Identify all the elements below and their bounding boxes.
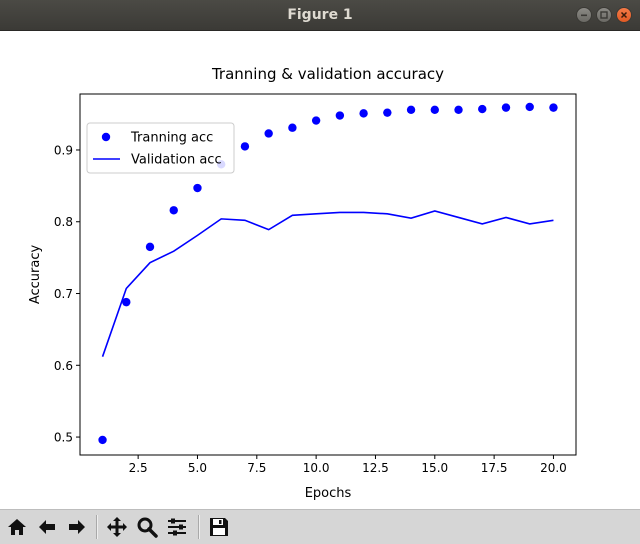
chart-title: Tranning & validation accuracy [211, 65, 444, 83]
zoom-icon [137, 517, 158, 538]
y-tick-label: 0.6 [54, 359, 73, 373]
training-acc-point [122, 297, 131, 307]
pan-icon [107, 517, 127, 537]
zoom-button[interactable] [134, 514, 160, 540]
y-axis: 0.5 0.6 0.7 0.8 0.9 [54, 143, 80, 445]
training-acc-point [264, 129, 273, 138]
training-acc-point [359, 109, 368, 118]
configure-subplots-button[interactable] [164, 514, 190, 540]
maximize-icon [600, 11, 608, 19]
training-acc-point [501, 103, 511, 112]
x-axis: 2.5 5.0 7.5 10.0 12.5 15.0 17.5 20.0 [129, 455, 567, 475]
toolbar-separator [198, 515, 200, 539]
x-tick-label: 17.5 [481, 461, 508, 475]
navigation-toolbar [0, 509, 640, 544]
maximize-button[interactable] [596, 7, 612, 23]
y-tick-label: 0.5 [54, 431, 73, 445]
close-button[interactable] [616, 7, 632, 23]
validation-acc-line [101, 210, 554, 357]
plot-area [79, 93, 577, 456]
training-acc-point [383, 108, 392, 117]
forward-icon [69, 520, 85, 534]
home-icon [8, 519, 26, 535]
pan-button[interactable] [104, 514, 130, 540]
training-acc-point [430, 105, 439, 114]
figure-canvas: Tranning & validation accuracy 2.5 5.0 7.5… [0, 31, 640, 509]
y-tick-label: 0.9 [54, 143, 73, 157]
training-acc-point [311, 116, 321, 125]
window-titlebar: Figure 1 [0, 0, 640, 31]
back-icon [39, 520, 55, 534]
minimize-button[interactable] [576, 7, 592, 23]
training-acc-point [288, 123, 297, 132]
x-tick-label: 20.0 [540, 461, 567, 475]
training-acc-point [406, 105, 416, 114]
home-button[interactable] [4, 514, 30, 540]
y-tick-label: 0.8 [54, 215, 73, 229]
y-tick-label: 0.7 [54, 287, 73, 301]
training-acc-point [240, 142, 250, 151]
training-acc-point [145, 242, 155, 252]
chart: Tranning & validation accuracy 2.5 5.0 7.5… [28, 65, 577, 501]
y-axis-label: Accuracy [28, 245, 43, 305]
toolbar-separator [96, 515, 98, 539]
legend-point-swatch [101, 132, 111, 142]
training-acc-point [454, 105, 463, 114]
x-tick-label: 10.0 [303, 461, 330, 475]
x-tick-label: 5.0 [188, 461, 207, 475]
configure-subplots-icon [168, 518, 186, 536]
minimize-icon [581, 14, 587, 17]
training-acc-point [525, 102, 534, 112]
training-acc-point [549, 103, 558, 112]
training-acc-point [98, 435, 107, 445]
close-icon [620, 11, 628, 19]
x-tick-label: 7.5 [247, 461, 266, 475]
save-button[interactable] [206, 514, 232, 540]
back-button[interactable] [34, 514, 60, 540]
training-acc-point [193, 183, 202, 193]
x-tick-label: 15.0 [421, 461, 448, 475]
legend-label: Tranning acc [130, 131, 213, 146]
x-tick-label: 12.5 [362, 461, 389, 475]
training-acc-point [169, 206, 178, 215]
legend: Tranning acc Validation acc [86, 122, 235, 174]
training-acc-point [478, 104, 487, 114]
x-tick-label: 2.5 [129, 461, 148, 475]
training-acc-point [335, 111, 345, 120]
forward-button[interactable] [64, 514, 90, 540]
legend-box [86, 122, 235, 174]
save-icon [210, 518, 228, 536]
window-title: Figure 1 [287, 7, 353, 23]
legend-label: Validation acc [131, 153, 222, 168]
x-axis-label: Epochs [305, 486, 352, 501]
